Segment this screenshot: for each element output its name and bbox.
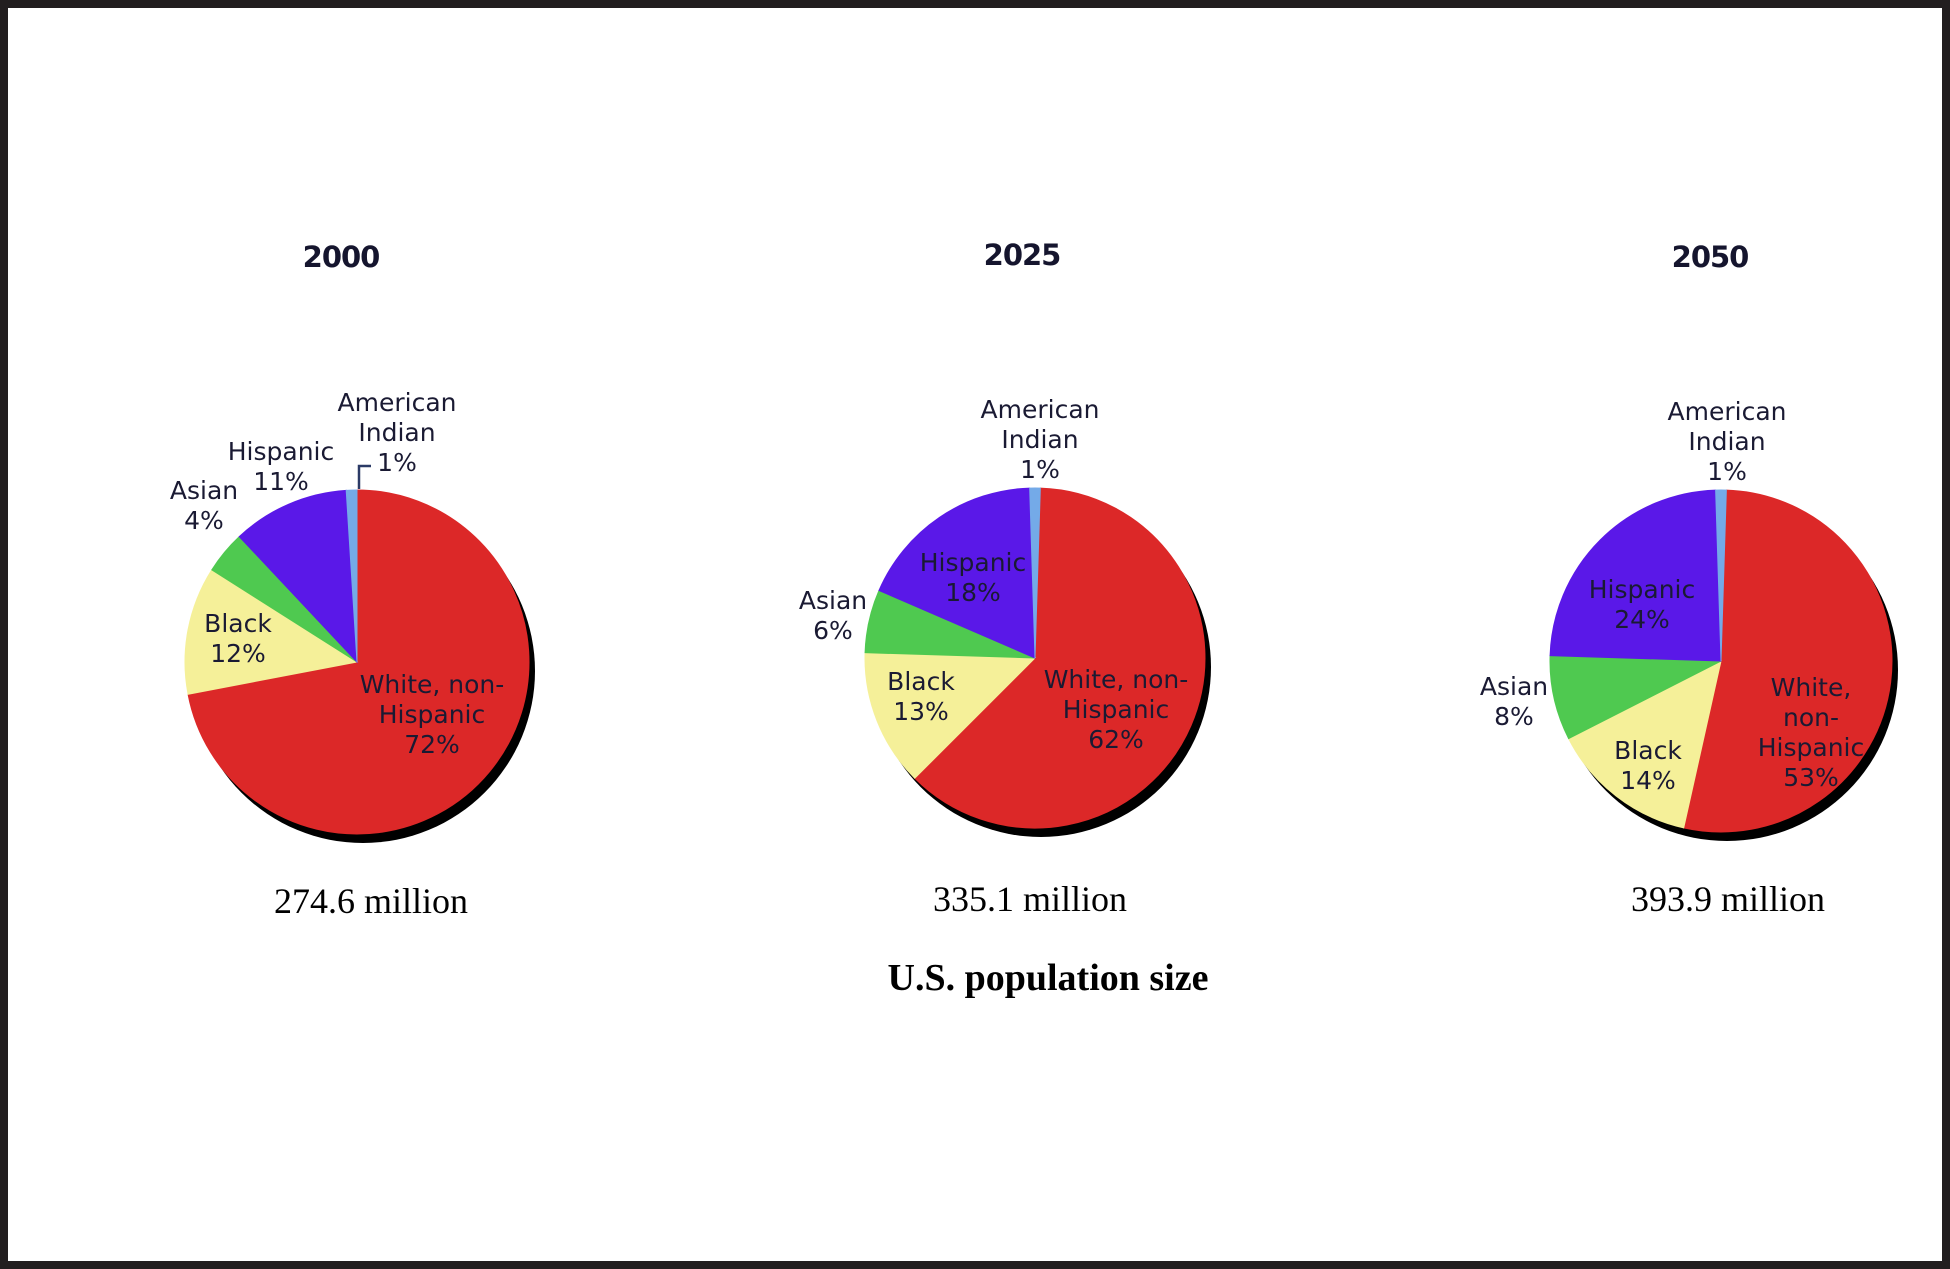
label-hispanic: Hispanic 18% bbox=[919, 548, 1027, 607]
label-asian: Asian 8% bbox=[1479, 672, 1549, 731]
label-hispanic: Hispanic 11% bbox=[227, 437, 335, 496]
pie-2025 bbox=[864, 487, 1211, 837]
label-white-non-hispanic: White, non- Hispanic 53% bbox=[1757, 673, 1865, 792]
year-title-2000: 2000 bbox=[302, 240, 381, 274]
label-black: Black 14% bbox=[1614, 736, 1682, 795]
year-title-2025: 2025 bbox=[983, 238, 1062, 272]
label-american-indian: American Indian 1% bbox=[1667, 397, 1787, 486]
label-american-indian: American Indian 1% bbox=[337, 388, 457, 477]
label-hispanic: Hispanic 24% bbox=[1588, 575, 1696, 634]
figure-title: U.S. population size bbox=[887, 957, 1209, 999]
population-total-2000: 274.6 million bbox=[273, 881, 469, 921]
label-white-non-hispanic: White, non- Hispanic 62% bbox=[1043, 665, 1189, 754]
population-total-2025: 335.1 million bbox=[932, 879, 1128, 919]
pie-2050 bbox=[1549, 489, 1898, 841]
label-black: Black 12% bbox=[204, 609, 272, 668]
label-black: Black 13% bbox=[887, 667, 955, 726]
label-american-indian: American Indian 1% bbox=[980, 395, 1100, 484]
label-asian: Asian 4% bbox=[169, 476, 239, 535]
leader-line-american-indian bbox=[357, 464, 371, 489]
label-asian: Asian 6% bbox=[798, 586, 868, 645]
pie-2000 bbox=[184, 489, 535, 843]
population-total-2050: 393.9 million bbox=[1630, 879, 1826, 919]
label-white-non-hispanic: White, non- Hispanic 72% bbox=[359, 670, 505, 759]
year-title-2050: 2050 bbox=[1671, 240, 1750, 274]
